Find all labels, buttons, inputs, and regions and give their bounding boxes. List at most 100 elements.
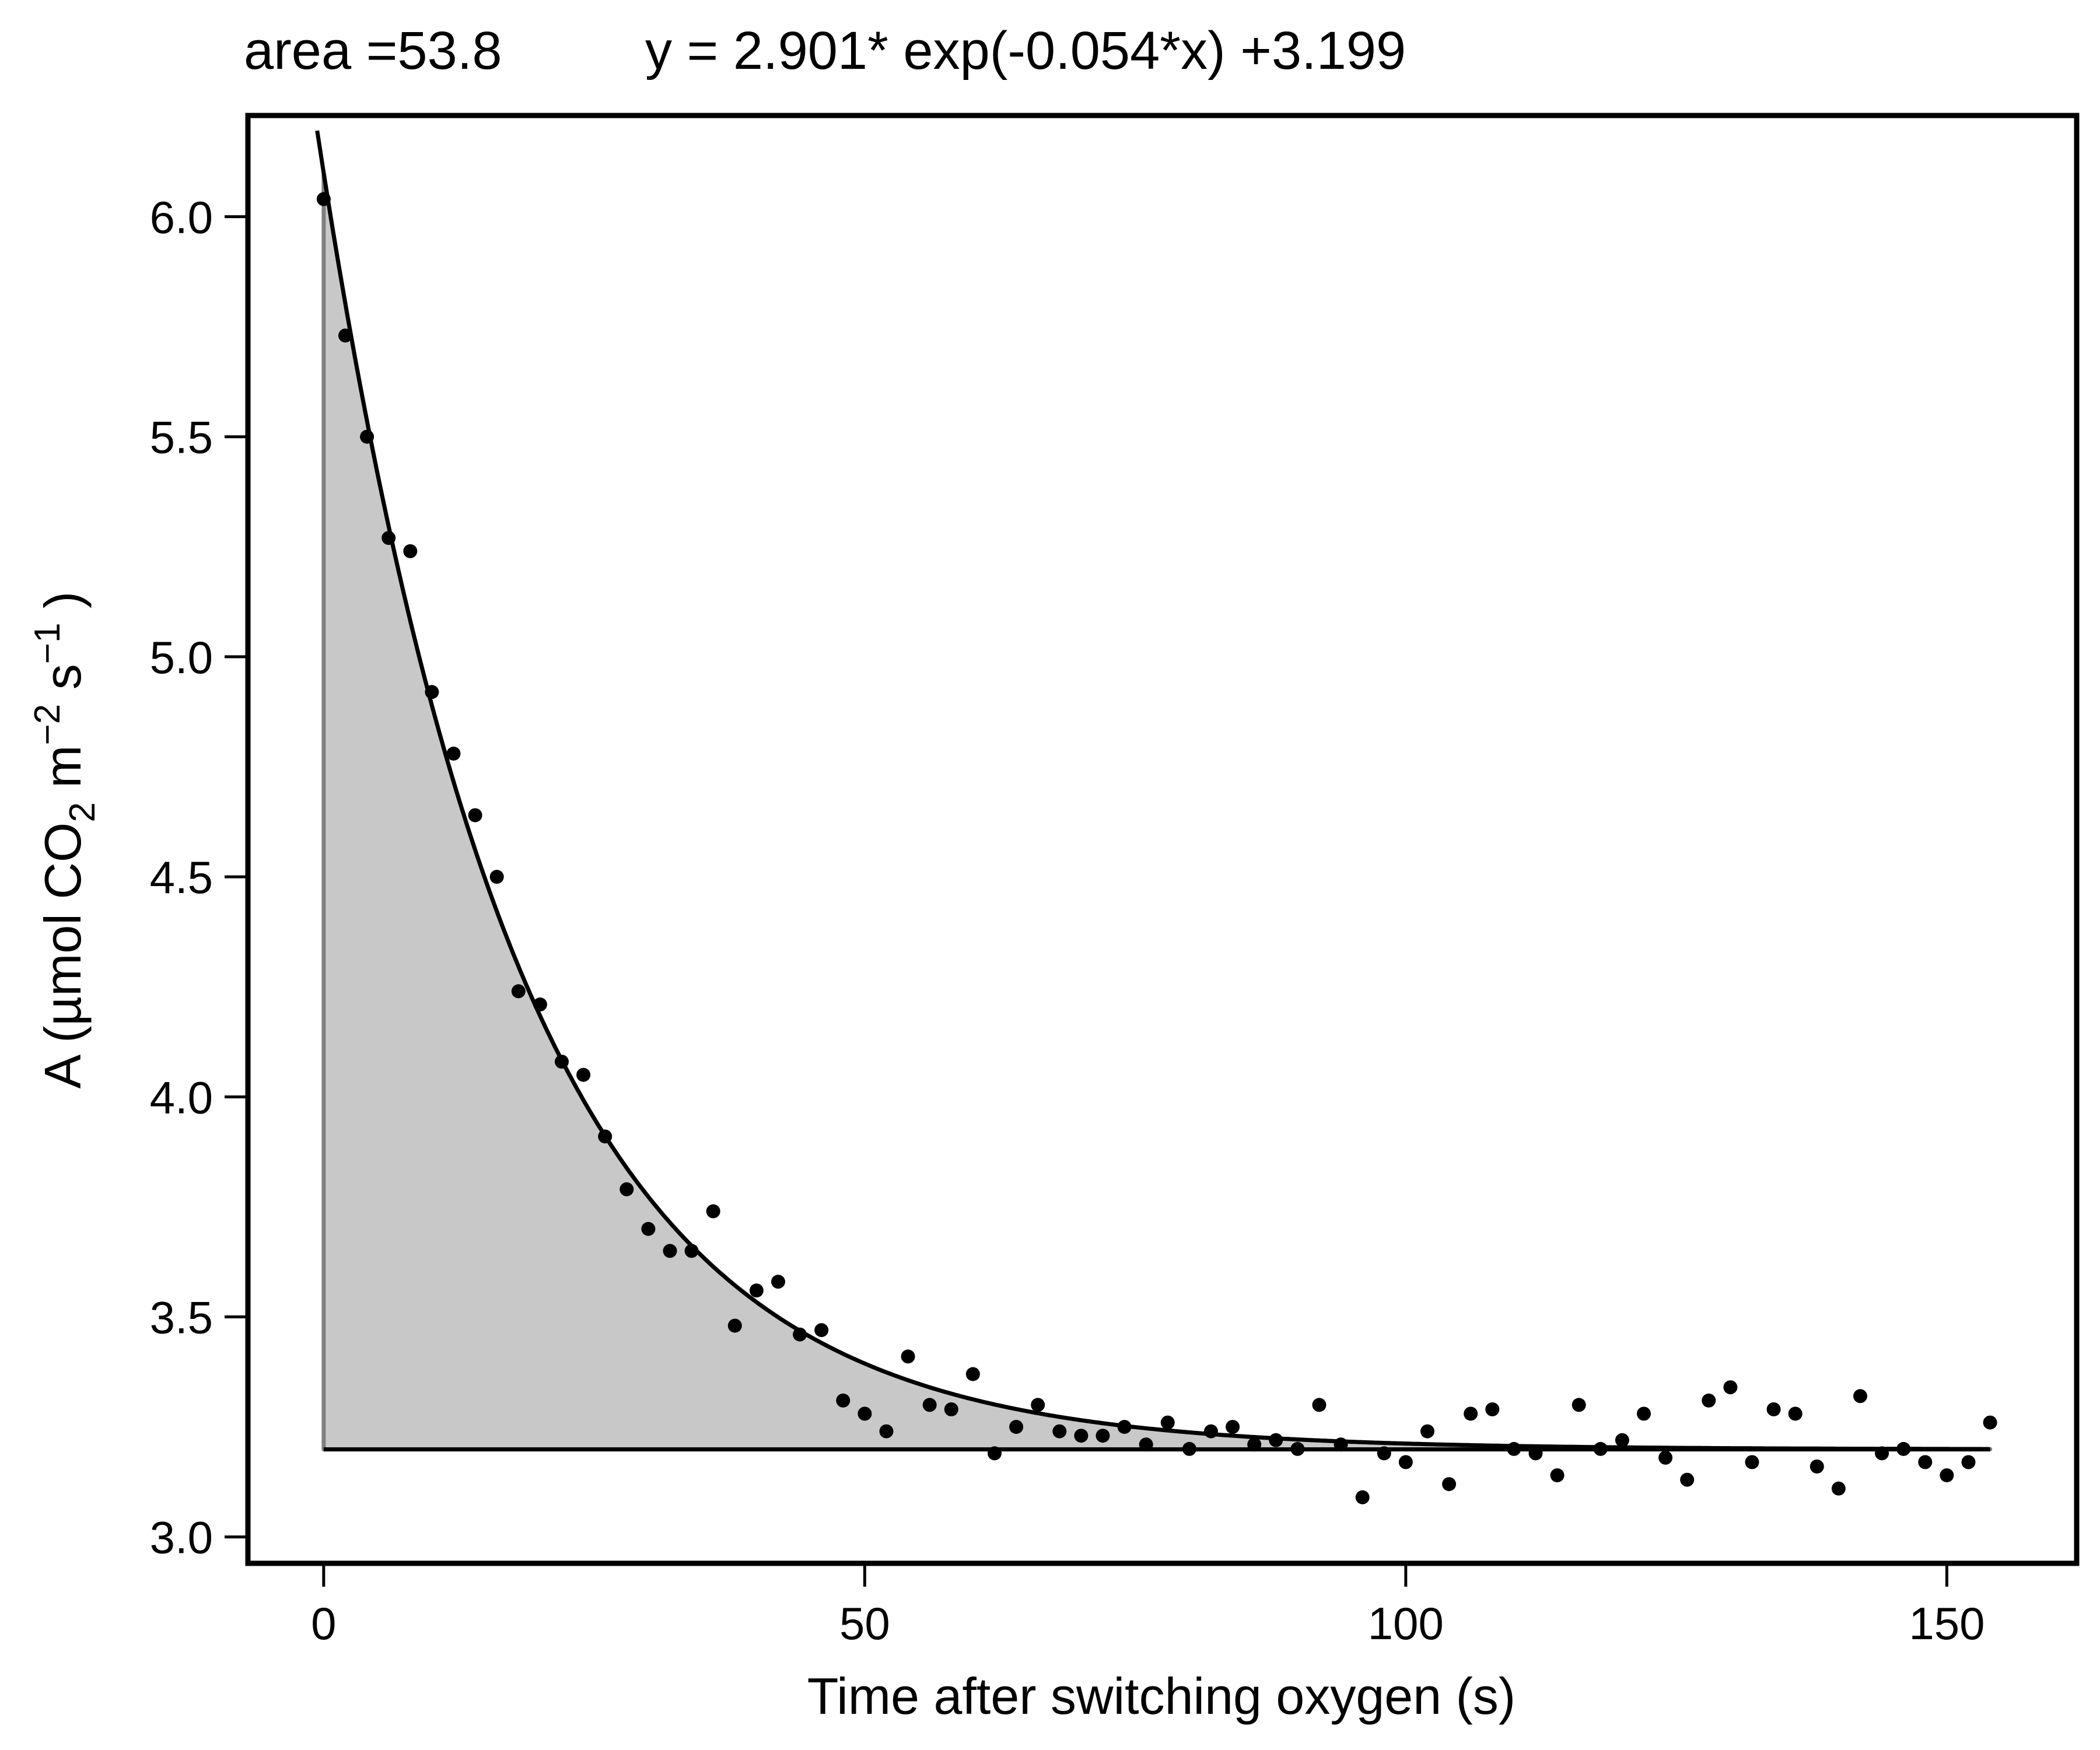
y-tick-label: 3.5	[150, 1292, 213, 1343]
data-point	[555, 1055, 569, 1069]
data-point	[1269, 1433, 1283, 1447]
data-point	[1766, 1402, 1781, 1416]
data-point	[1052, 1424, 1067, 1438]
x-tick-label: 50	[839, 1598, 890, 1649]
data-point	[598, 1129, 612, 1144]
data-point	[1550, 1468, 1564, 1483]
data-point	[836, 1393, 850, 1408]
data-point	[316, 192, 331, 206]
data-point	[684, 1244, 699, 1258]
data-point	[663, 1244, 677, 1258]
data-point	[1290, 1441, 1305, 1456]
ylabel-part-s: s	[34, 664, 92, 704]
area-label: area =53.8	[244, 21, 502, 80]
data-point	[1160, 1415, 1175, 1430]
data-point	[1031, 1398, 1045, 1412]
data-point	[360, 429, 374, 444]
data-point	[489, 870, 504, 884]
x-axis: 0 50 100 150	[311, 1563, 1985, 1649]
data-point	[1485, 1402, 1500, 1416]
data-point	[1918, 1455, 1933, 1469]
data-points	[316, 192, 1997, 1504]
y-tick-label: 5.5	[150, 412, 213, 463]
data-point	[793, 1327, 807, 1342]
data-point	[1442, 1477, 1457, 1492]
data-point	[1831, 1481, 1846, 1496]
data-point	[1615, 1433, 1629, 1447]
y-tick-label: 3.0	[150, 1512, 213, 1563]
data-point	[814, 1323, 829, 1338]
data-point	[1723, 1380, 1738, 1395]
data-point	[1810, 1460, 1824, 1474]
data-point	[338, 328, 352, 343]
ylabel-m-exponent: −2	[27, 704, 68, 746]
chart-header: area =53.8 y = 2.901* exp(-0.054*x) +3.1…	[244, 21, 1406, 80]
data-point	[901, 1349, 915, 1364]
data-point	[1464, 1406, 1478, 1421]
data-point	[446, 746, 461, 761]
data-point	[1420, 1424, 1434, 1438]
data-point	[879, 1424, 894, 1438]
data-point	[1940, 1468, 1954, 1483]
data-point	[641, 1222, 656, 1236]
data-point	[1247, 1437, 1262, 1452]
equation-label: y = 2.901* exp(-0.054*x) +3.199	[645, 21, 1406, 80]
y-axis-title: A (µmol CO2 m−2 s−1 )	[27, 592, 103, 1088]
data-point	[1074, 1429, 1088, 1443]
data-point	[425, 685, 439, 699]
data-point	[1875, 1446, 1889, 1461]
data-point	[1398, 1455, 1413, 1469]
plot-frame	[245, 113, 2080, 1566]
data-point	[1182, 1441, 1196, 1456]
data-point	[1983, 1415, 1997, 1430]
data-point	[1593, 1441, 1608, 1456]
data-point	[1096, 1429, 1110, 1443]
ylabel-part-a: A (µmol CO	[34, 822, 92, 1089]
plot-area	[315, 130, 1997, 1504]
data-point	[1204, 1424, 1218, 1438]
ylabel-part-m: m	[34, 745, 92, 802]
y-axis: 3.0 3.5 4.0 4.5 5.0 5.5 6.0	[150, 192, 248, 1563]
x-tick-label: 0	[311, 1598, 336, 1649]
y-tick-label: 4.0	[150, 1072, 213, 1123]
data-point	[620, 1182, 634, 1196]
data-point	[576, 1068, 591, 1082]
ylabel-co2-subscript: 2	[62, 802, 103, 822]
data-point	[727, 1318, 742, 1333]
x-axis-title: Time after switching oxygen (s)	[807, 1667, 1516, 1725]
data-point	[1377, 1446, 1391, 1461]
data-point	[922, 1398, 937, 1412]
data-point	[1961, 1455, 1976, 1469]
y-tick-label: 6.0	[150, 192, 213, 243]
data-point	[1788, 1406, 1803, 1421]
data-point	[1528, 1446, 1543, 1461]
data-point	[511, 984, 526, 999]
data-point	[858, 1406, 872, 1421]
data-point	[1117, 1420, 1132, 1434]
data-point	[1355, 1490, 1370, 1504]
data-point	[944, 1402, 958, 1416]
data-point	[533, 997, 547, 1012]
data-point	[1572, 1398, 1586, 1412]
ylabel-close: )	[34, 592, 92, 623]
data-point	[1139, 1437, 1153, 1452]
data-point	[749, 1283, 764, 1298]
y-tick-label: 4.5	[150, 852, 213, 903]
data-point	[403, 544, 418, 558]
data-point	[1226, 1420, 1240, 1434]
data-point	[1680, 1472, 1695, 1487]
data-point	[1507, 1441, 1521, 1456]
data-point	[1745, 1455, 1759, 1469]
data-point	[1312, 1398, 1326, 1412]
data-point	[1896, 1441, 1911, 1456]
data-point	[1853, 1389, 1867, 1404]
data-point	[706, 1204, 720, 1219]
fit-curve-line	[315, 130, 1989, 1451]
x-tick-label: 100	[1368, 1598, 1444, 1649]
data-point	[1658, 1450, 1673, 1465]
data-point	[771, 1275, 785, 1289]
y-tick-label: 5.0	[150, 632, 213, 683]
data-point	[1334, 1437, 1348, 1452]
